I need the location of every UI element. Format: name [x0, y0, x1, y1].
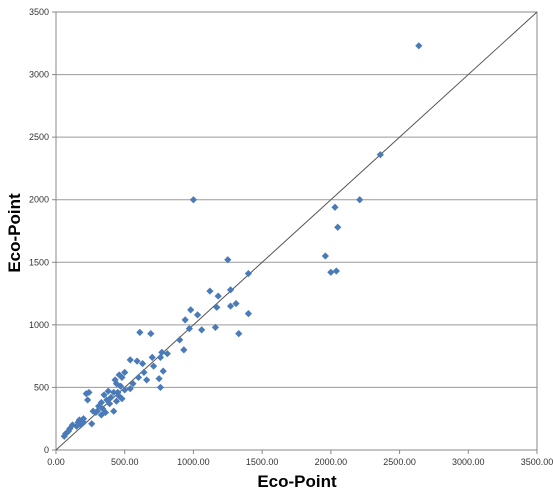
data-point-0	[415, 42, 423, 50]
x-tick-label-4: 2000.00	[315, 457, 348, 467]
data-point-14	[232, 299, 240, 308]
y-tick-label-5: 2500	[29, 132, 49, 142]
data-point-72	[85, 388, 93, 397]
data-point-30	[158, 348, 166, 356]
data-point-1	[376, 151, 384, 159]
data-point-20	[181, 316, 189, 324]
data-point-41	[143, 376, 151, 384]
gridlines	[56, 11, 537, 451]
data-point-51	[156, 383, 165, 392]
data-point-31	[156, 353, 165, 361]
data-point-66	[110, 407, 118, 415]
data-point-64	[99, 405, 107, 413]
data-point-39	[159, 367, 167, 375]
data-point-84	[62, 430, 70, 438]
data-point-47	[129, 380, 137, 388]
y-tick-label-3: 1500	[29, 257, 49, 267]
data-point-33	[126, 356, 134, 364]
data-points	[60, 42, 423, 440]
data-point-42	[121, 368, 129, 377]
data-point-7	[332, 267, 340, 275]
data-point-35	[138, 360, 147, 368]
x-tick-label-7: 3500.00	[521, 457, 553, 467]
data-point-73	[84, 396, 92, 404]
data-point-19	[193, 311, 202, 319]
data-point-9	[224, 256, 232, 264]
data-point-46	[112, 380, 121, 388]
data-point-70	[89, 407, 97, 415]
data-point-37	[140, 368, 148, 377]
y-axis-title: Eco-Point	[5, 193, 24, 273]
data-point-27	[136, 328, 144, 336]
data-point-59	[112, 397, 121, 405]
x-axis-title: Eco-Point	[257, 472, 337, 491]
x-tick-label-1: 500.00	[111, 457, 139, 467]
x-tick-label-6: 3000.00	[452, 457, 485, 467]
data-point-43	[118, 373, 126, 382]
data-point-2	[356, 196, 364, 204]
data-point-85	[60, 432, 68, 440]
data-point-44	[115, 371, 123, 379]
x-axis-ticks: 0.00 500.00 1000.00 1500.00 2000.00 2500.00 30…	[47, 450, 553, 467]
data-point-3	[331, 203, 339, 211]
data-point-4	[334, 223, 342, 231]
data-point-11	[226, 286, 235, 294]
data-point-49	[126, 385, 134, 393]
data-point-69	[97, 411, 105, 419]
data-point-15	[226, 302, 235, 310]
data-point-34	[133, 357, 141, 365]
data-point-25	[176, 336, 184, 344]
plot-frame	[55, 11, 538, 451]
data-point-54	[104, 387, 112, 395]
data-point-48	[116, 382, 125, 390]
data-point-8	[189, 196, 198, 204]
data-point-50	[121, 386, 129, 394]
data-point-58	[118, 395, 126, 403]
x-tick-label-5: 2500.00	[383, 457, 416, 467]
data-point-86	[79, 415, 88, 423]
data-point-62	[105, 400, 114, 408]
y-axis-ticks: 0 500 1000 1500 2000 2500 3000 3500	[29, 7, 56, 455]
data-point-22	[198, 326, 206, 334]
data-point-80	[88, 420, 96, 428]
data-point-40	[155, 375, 163, 383]
data-point-61	[97, 398, 105, 407]
data-point-6	[327, 268, 335, 276]
data-point-21	[185, 325, 193, 333]
data-point-5	[321, 252, 329, 260]
data-point-24	[235, 330, 243, 338]
x-tick-label-3: 1500.00	[246, 457, 279, 467]
y-tick-label-2: 1000	[29, 320, 49, 330]
data-point-45	[111, 376, 119, 384]
data-point-16	[213, 303, 221, 311]
data-point-32	[148, 353, 156, 361]
data-point-28	[147, 330, 155, 338]
data-point-55	[100, 391, 108, 399]
data-point-67	[92, 408, 100, 417]
y-tick-label-0: 0	[44, 445, 49, 455]
data-point-12	[206, 287, 214, 295]
data-point-53	[110, 388, 118, 397]
x-tick-label-0: 0.00	[47, 457, 65, 467]
reference-line	[55, 11, 538, 451]
data-point-79	[73, 422, 81, 430]
data-point-36	[149, 362, 158, 370]
data-point-38	[134, 373, 143, 382]
y-tick-label-1: 500	[34, 382, 49, 392]
data-point-60	[103, 396, 111, 404]
data-point-29	[163, 350, 171, 358]
data-point-26	[180, 346, 188, 354]
x-tick-label-2: 1000.00	[177, 457, 210, 467]
y-tick-label-4: 2000	[29, 195, 49, 205]
y-tick-label-6: 3000	[29, 70, 49, 80]
data-point-18	[187, 306, 195, 314]
data-point-57	[115, 392, 123, 400]
y-tick-label-7: 3500	[29, 7, 49, 17]
data-point-17	[244, 309, 252, 318]
data-point-13	[214, 292, 222, 300]
data-point-10	[244, 269, 252, 278]
data-point-23	[211, 323, 220, 331]
